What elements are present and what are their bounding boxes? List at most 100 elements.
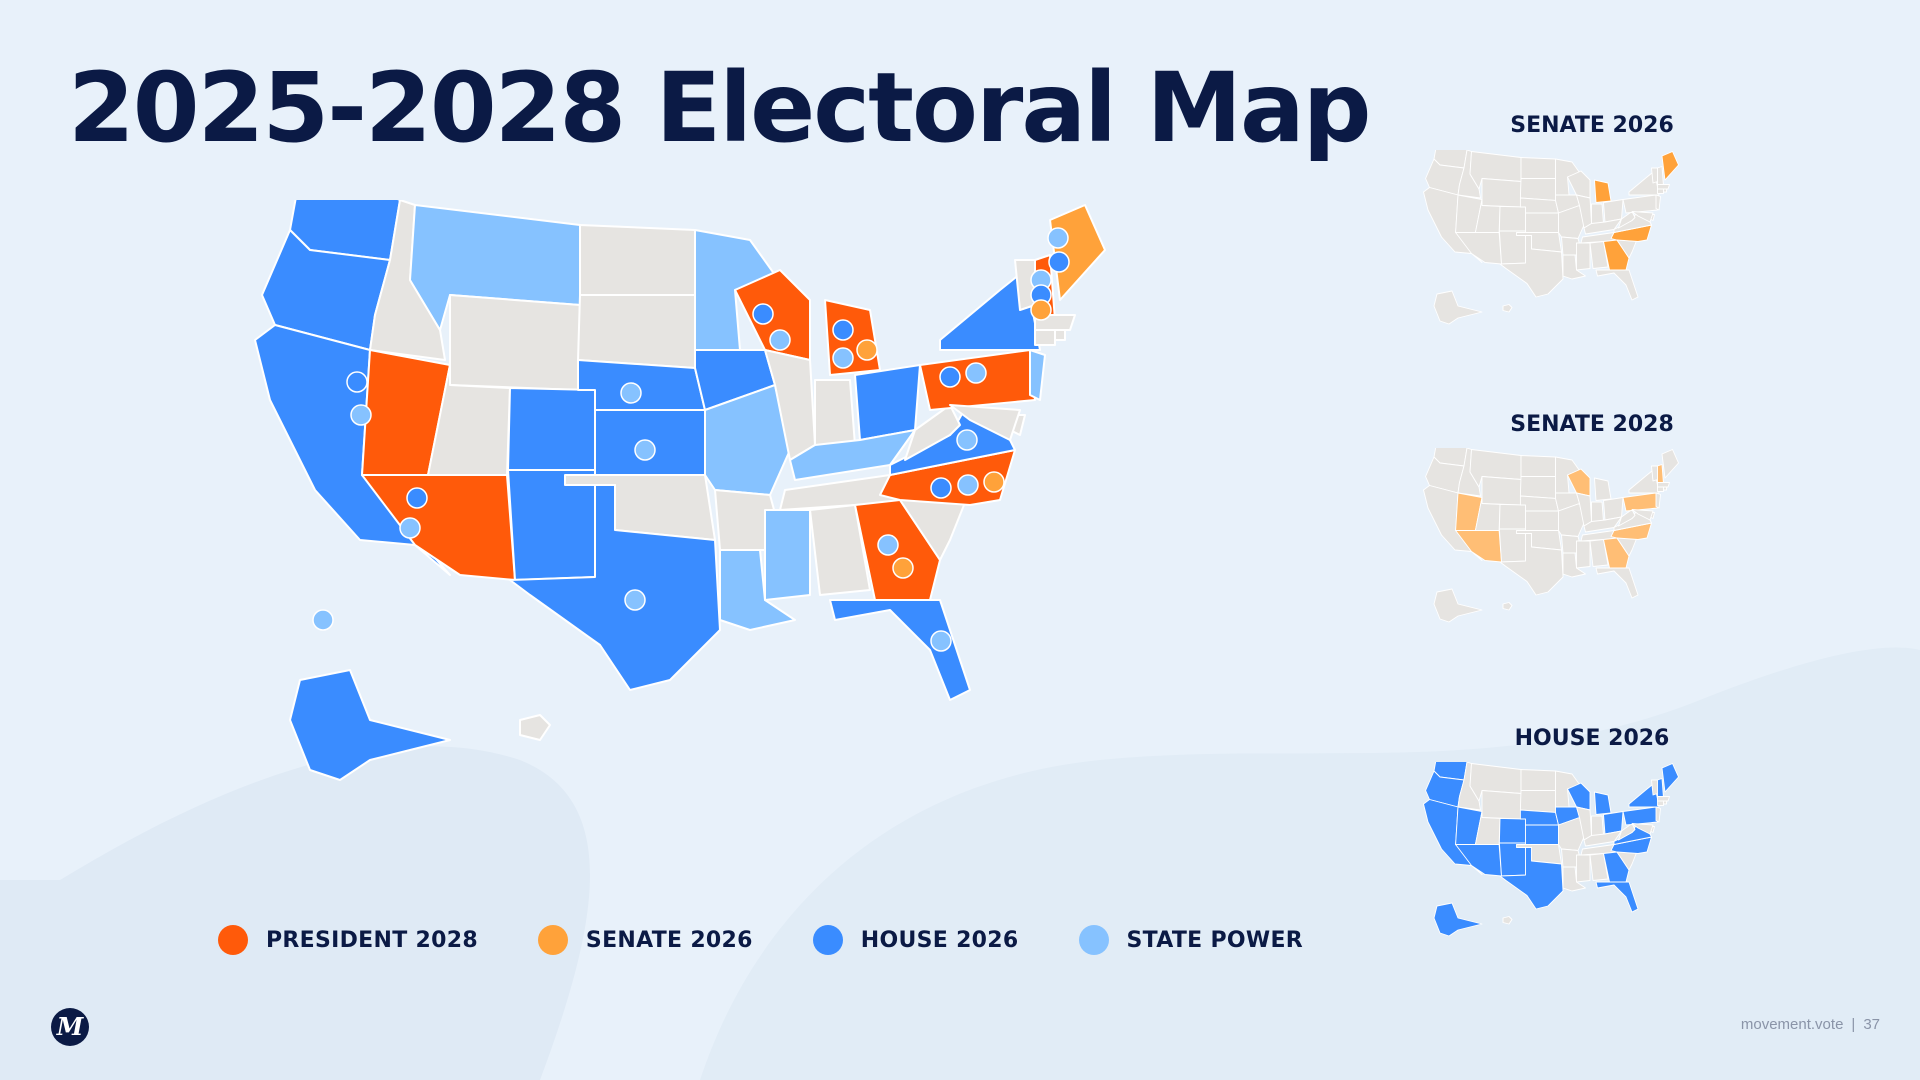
mini-state-vermont xyxy=(1651,465,1658,482)
legend-item-president-2028: PRESIDENT 2028 xyxy=(218,925,478,955)
svg-text:M: M xyxy=(56,1012,85,1041)
mini-state-florida xyxy=(1595,269,1639,301)
marker-wisconsin-state-power xyxy=(769,329,791,351)
mini-state-michigan xyxy=(1594,791,1612,815)
legend-label: HOUSE 2026 xyxy=(860,927,1019,953)
footer: movement.vote | 37 xyxy=(1741,1016,1880,1033)
mini-state-ohio xyxy=(1603,497,1624,521)
main-electoral-map xyxy=(254,200,1106,781)
marker-florida-state-power xyxy=(930,630,952,652)
mini-state-nebraska xyxy=(1519,197,1559,214)
mini-state-alabama xyxy=(1589,539,1609,567)
marker-kansas-state-power xyxy=(634,439,656,461)
footer-site: movement.vote xyxy=(1740,1016,1844,1033)
footer-separator: | xyxy=(1851,1016,1856,1033)
legend-label: PRESIDENT 2028 xyxy=(266,927,478,953)
mini-state-maine xyxy=(1661,151,1679,181)
mini-state-maryland xyxy=(1631,823,1654,835)
mini-state-indiana xyxy=(1591,501,1604,522)
mini-state-maine xyxy=(1661,763,1679,793)
marker-north-carolina-house-2026 xyxy=(930,477,952,499)
state-new-jersey xyxy=(1029,349,1046,401)
mini-state-alabama xyxy=(1589,853,1609,881)
marker-arizona-state-power xyxy=(399,517,421,539)
mini-state-indiana xyxy=(1591,203,1604,224)
mini-state-massachusetts xyxy=(1657,184,1670,190)
mini-state-new-mexico xyxy=(1498,842,1526,877)
mini-state-wisconsin xyxy=(1567,782,1591,811)
legend-item-house-2026: HOUSE 2026 xyxy=(812,925,1019,955)
marker-michigan-senate-2026 xyxy=(856,339,878,361)
marker-new-hampshire-senate-2026 xyxy=(1030,299,1052,321)
mini-state-mississippi xyxy=(1576,854,1591,883)
mini-state-massachusetts xyxy=(1657,482,1670,488)
legend-label: SENATE 2026 xyxy=(585,927,753,953)
mini-state-louisiana xyxy=(1562,552,1586,578)
mini-state-new-hampshire xyxy=(1657,464,1664,485)
mini-state-michigan xyxy=(1594,179,1612,203)
mini-state-indiana xyxy=(1591,815,1604,836)
mini-state-hawaii xyxy=(1502,916,1513,925)
mini-state-connecticut xyxy=(1657,800,1664,806)
mini-state-maryland xyxy=(1631,509,1654,521)
mini-map-house-2026 xyxy=(1423,762,1679,937)
mini-state-new-mexico xyxy=(1498,528,1526,563)
mini-state-rhode-island xyxy=(1663,486,1667,491)
mini-state-wisconsin xyxy=(1567,170,1591,199)
state-alabama xyxy=(809,504,871,596)
mini-state-south-dakota xyxy=(1519,178,1556,201)
mini-state-new-hampshire xyxy=(1657,166,1664,187)
mini-state-pennsylvania xyxy=(1622,194,1658,214)
movement-logo-icon: M xyxy=(51,1008,89,1046)
mini-state-new-hampshire xyxy=(1657,778,1664,799)
state-florida xyxy=(829,599,971,701)
mini-state-mississippi xyxy=(1576,540,1591,569)
state-louisiana xyxy=(719,549,796,631)
mini-state-michigan xyxy=(1594,477,1612,501)
mini-state-hawaii xyxy=(1502,602,1513,611)
mini-state-pennsylvania xyxy=(1622,806,1658,826)
marker-wisconsin-house-2026 xyxy=(752,303,774,325)
marker-michigan-state-power xyxy=(832,347,854,369)
mini-state-rhode-island xyxy=(1663,188,1667,193)
mini-state-vermont xyxy=(1651,779,1658,796)
mini-state-pennsylvania xyxy=(1622,492,1658,512)
mini-state-new-jersey xyxy=(1655,492,1661,509)
mini-state-massachusetts xyxy=(1657,796,1670,802)
state-michigan xyxy=(824,299,881,376)
marker-virginia-state-power xyxy=(956,429,978,451)
marker-nebraska-state-power xyxy=(620,382,642,404)
mini-state-south-dakota xyxy=(1519,476,1556,499)
state-new-mexico xyxy=(507,469,596,581)
mini-state-georgia xyxy=(1603,239,1630,271)
mini-state-nebraska xyxy=(1519,495,1559,512)
mini-state-ohio xyxy=(1603,811,1624,835)
legend-item-senate-2026: SENATE 2026 xyxy=(537,925,753,955)
legend-label: STATE POWER xyxy=(1126,927,1304,953)
mini-state-texas xyxy=(1499,235,1564,298)
mini-state-nebraska xyxy=(1519,809,1559,826)
mini-map-title-house-2026: HOUSE 2026 xyxy=(1514,726,1670,751)
mini-state-north-dakota xyxy=(1520,769,1556,791)
legend-swatch-state-power xyxy=(1078,925,1109,955)
mini-state-connecticut xyxy=(1657,486,1664,492)
state-hawaii xyxy=(519,714,551,741)
marker-maine-state-power xyxy=(1047,227,1069,249)
state-ohio xyxy=(854,364,921,441)
marker-maine-house-2026 xyxy=(1048,251,1070,273)
mini-state-maryland xyxy=(1631,211,1654,223)
mini-state-alaska xyxy=(1433,902,1483,937)
marker-north-carolina-state-power xyxy=(957,474,979,496)
mini-state-wisconsin xyxy=(1567,468,1591,497)
legend-swatch-president-2028 xyxy=(218,925,248,955)
mini-state-hawaii xyxy=(1502,304,1513,313)
mini-state-mississippi xyxy=(1576,242,1591,271)
marker-arizona-house-2026 xyxy=(406,487,428,509)
mini-state-colorado xyxy=(1498,503,1526,530)
mini-state-south-dakota xyxy=(1519,790,1556,813)
state-nebraska xyxy=(577,359,706,411)
state-rhode-island xyxy=(1054,329,1066,341)
marker-nevada-house-2026 xyxy=(346,371,368,393)
mini-state-new-york xyxy=(1628,782,1660,808)
mini-state-kansas xyxy=(1525,212,1559,233)
